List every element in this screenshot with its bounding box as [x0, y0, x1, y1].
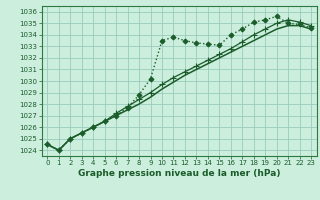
X-axis label: Graphe pression niveau de la mer (hPa): Graphe pression niveau de la mer (hPa)	[78, 169, 280, 178]
